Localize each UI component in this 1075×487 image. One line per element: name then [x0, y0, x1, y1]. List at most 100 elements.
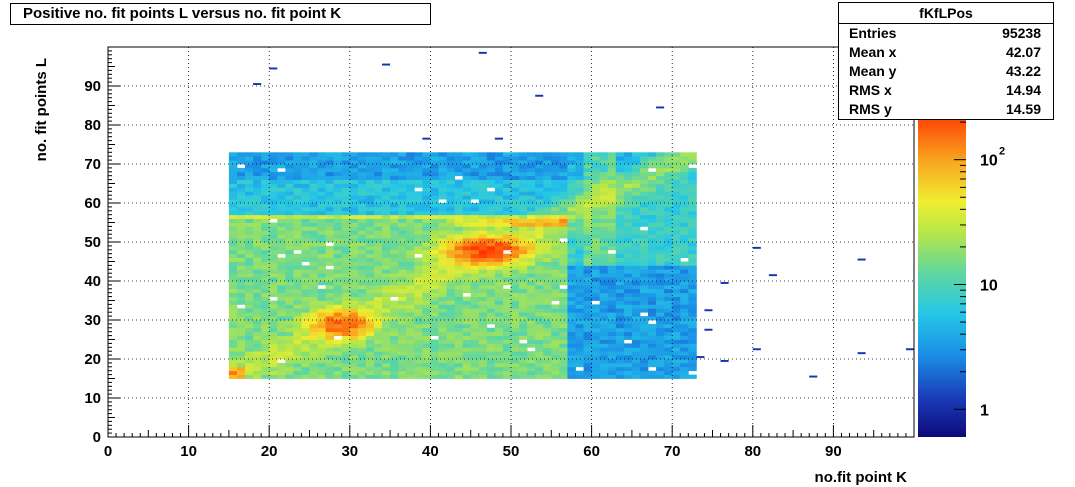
- heatmap-bin: [486, 175, 496, 180]
- heatmap-bin: [631, 206, 641, 212]
- heatmap-bin: [228, 292, 238, 297]
- heatmap-bin: [688, 245, 697, 251]
- heatmap-bin: [656, 218, 665, 223]
- heatmap-bin: [664, 366, 673, 372]
- heatmap-bin: [446, 339, 455, 344]
- heatmap-bin: [567, 195, 576, 200]
- heatmap-bin: [228, 249, 238, 255]
- heatmap-bin: [478, 156, 488, 161]
- heatmap-bin: [253, 316, 262, 321]
- heatmap-bin: [551, 206, 560, 212]
- heatmap-bin: [631, 257, 641, 262]
- heatmap-bin: [430, 156, 439, 161]
- heatmap-bin: [228, 222, 238, 227]
- heatmap-bin: [494, 183, 504, 188]
- heatmap-bin: [535, 320, 544, 325]
- isolated-bin: [704, 328, 713, 331]
- heatmap-bin: [502, 167, 512, 173]
- heatmap-bin: [261, 167, 270, 173]
- heatmap-bin: [535, 362, 544, 368]
- heatmap-bin: [486, 335, 496, 340]
- heatmap-bin: [422, 230, 431, 235]
- heatmap-bin: [438, 331, 447, 336]
- heatmap-bin: [567, 308, 576, 313]
- heatmap-bin: [519, 300, 528, 305]
- heatmap-bin: [527, 269, 536, 274]
- heatmap-bin: [317, 339, 327, 344]
- heatmap-bin: [414, 249, 423, 255]
- heatmap-bin: [438, 269, 447, 274]
- heatmap-bin: [285, 164, 294, 169]
- heatmap-bin: [325, 249, 335, 255]
- heatmap-bin: [502, 320, 512, 325]
- heatmap-bin: [615, 261, 625, 266]
- heatmap-bin: [333, 347, 343, 352]
- heatmap-bin: [406, 370, 415, 375]
- heatmap-bin: [365, 327, 375, 333]
- heatmap-bin: [333, 339, 343, 344]
- heatmap-bin: [261, 316, 270, 321]
- heatmap-bin: [591, 277, 601, 282]
- heatmap-bin: [535, 156, 544, 161]
- heatmap-bin: [656, 277, 665, 282]
- heatmap-bin: [656, 351, 665, 356]
- heatmap-bin: [406, 187, 415, 192]
- heatmap-bin: [365, 253, 375, 258]
- heatmap-bin: [454, 253, 464, 258]
- heatmap-bin: [341, 195, 351, 200]
- heatmap-bin: [454, 343, 464, 348]
- heatmap-bin: [406, 374, 415, 379]
- heatmap-bin: [494, 160, 504, 165]
- heatmap-bin: [567, 304, 576, 309]
- heatmap-bin: [543, 335, 552, 340]
- heatmap-bin: [648, 273, 657, 278]
- heatmap-bin: [236, 160, 246, 165]
- heatmap-bin: [607, 191, 617, 196]
- heatmap-bin: [341, 355, 351, 360]
- heatmap-bin: [559, 331, 568, 336]
- heatmap-bin: [607, 222, 617, 227]
- heatmap-bin: [236, 253, 246, 258]
- heatmap-bin: [527, 296, 536, 301]
- heatmap-bin: [438, 238, 447, 243]
- heatmap-bin: [519, 351, 528, 356]
- heatmap-bin: [245, 339, 254, 344]
- heatmap-bin: [575, 269, 584, 274]
- heatmap-bin: [293, 343, 302, 348]
- heatmap-bin: [607, 183, 617, 188]
- heatmap-bin: [535, 359, 544, 364]
- heatmap-bin: [382, 195, 391, 200]
- heatmap-bin: [317, 343, 327, 348]
- heatmap-bin: [623, 331, 633, 336]
- heatmap-bin: [680, 242, 689, 247]
- heatmap-bin: [446, 191, 455, 196]
- heatmap-bin: [406, 288, 415, 294]
- heatmap-bin: [486, 179, 496, 184]
- heatmap-bin: [623, 206, 633, 212]
- heatmap-bin: [502, 370, 512, 375]
- heatmap-bin: [559, 218, 568, 223]
- heatmap-bin: [309, 316, 318, 321]
- heatmap-bin: [285, 242, 294, 247]
- heatmap-bin: [285, 206, 294, 212]
- heatmap-bin: [535, 179, 544, 184]
- heatmap-bin: [664, 269, 673, 274]
- heatmap-bin: [430, 323, 439, 329]
- heatmap-bin: [494, 273, 504, 278]
- heatmap-bin: [228, 156, 238, 161]
- heatmap-bin: [357, 191, 367, 196]
- heatmap-bin: [583, 218, 592, 223]
- heatmap-bin: [261, 210, 270, 216]
- heatmap-bin: [559, 343, 568, 348]
- heatmap-bin: [519, 343, 528, 348]
- heatmap-bin: [430, 355, 439, 360]
- heatmap-bin: [631, 242, 641, 247]
- heatmap-bin: [365, 288, 375, 294]
- heatmap-bin: [478, 273, 488, 278]
- heatmap-bin: [253, 234, 262, 239]
- heatmap-bin: [680, 308, 689, 313]
- heatmap-bin: [551, 308, 560, 313]
- heatmap-bin: [527, 167, 536, 173]
- heatmap-bin: [301, 199, 310, 204]
- heatmap-bin: [494, 187, 504, 192]
